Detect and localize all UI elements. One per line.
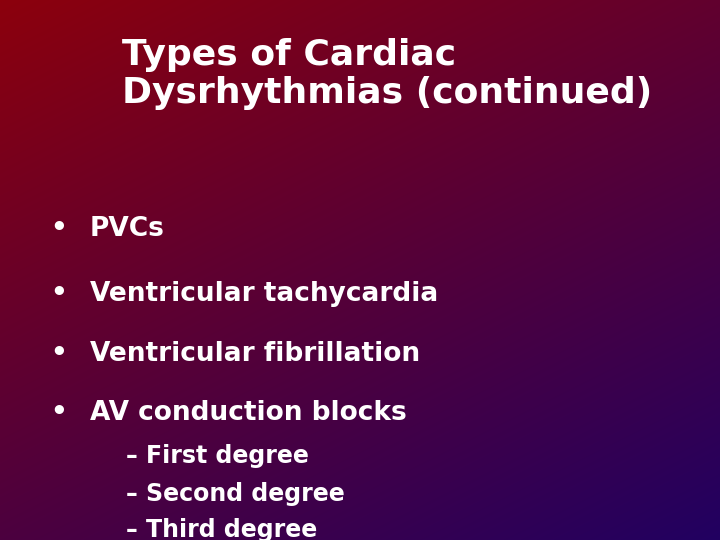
Text: – First degree: – First degree [126, 444, 309, 468]
Text: PVCs: PVCs [90, 217, 165, 242]
Text: •: • [50, 281, 67, 307]
Text: •: • [50, 341, 67, 367]
Text: Ventricular tachycardia: Ventricular tachycardia [90, 281, 438, 307]
Text: – Third degree: – Third degree [126, 518, 318, 540]
Text: Types of Cardiac
Dysrhythmias (continued): Types of Cardiac Dysrhythmias (continued… [122, 38, 652, 110]
Text: – Second degree: – Second degree [126, 482, 345, 506]
Text: •: • [50, 217, 67, 242]
Text: AV conduction blocks: AV conduction blocks [90, 400, 407, 426]
Text: •: • [50, 400, 67, 426]
Text: Ventricular fibrillation: Ventricular fibrillation [90, 341, 420, 367]
